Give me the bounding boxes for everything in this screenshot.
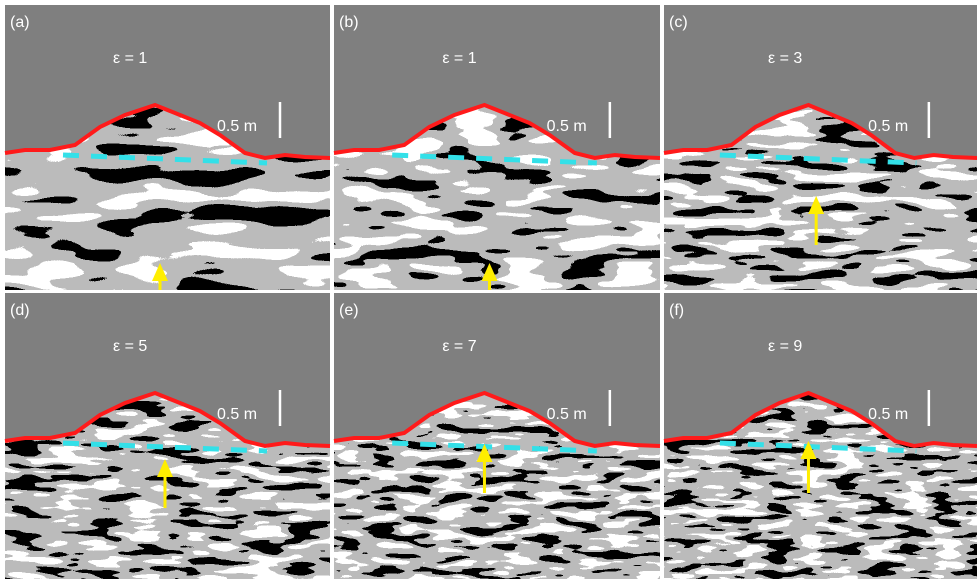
scale-label: 0.5 m [217,406,257,423]
panel: (e) ε = 7 0.5 m [333,293,661,579]
panel: (a) ε = 1 0.5 m [4,5,331,290]
surface-line [663,390,977,449]
epsilon-label: ε = 9 [768,338,802,355]
epsilon-label: ε = 7 [442,338,476,355]
arrow-head [157,459,173,477]
epsilon-label: ε = 1 [113,50,147,67]
panel: (c) ε = 3 0.5 m [663,5,977,290]
panel: (f) ε = 9 0.5 m [663,293,977,579]
surface-line [333,390,661,449]
interface-line [719,152,917,166]
surface-line [663,102,977,161]
panel-label: (a) [10,14,30,31]
interface-line [62,440,268,454]
panel-label: (f) [669,302,684,319]
surface-line [333,102,661,161]
panel-label: (c) [669,14,688,31]
scale-label: 0.5 m [868,118,908,135]
arrow-head [808,196,825,214]
interface-line [719,440,917,454]
panel: (d) ε = 5 0.5 m [4,293,331,579]
interface-line [392,440,597,454]
surface-line [4,390,331,449]
arrow-head [476,444,493,462]
arrow-head [800,441,817,459]
panel: (b) ε = 1 0.5 m [333,5,661,290]
scale-label: 0.5 m [547,406,587,423]
panel-label: (e) [339,302,359,319]
epsilon-label: ε = 1 [442,50,476,67]
interface-line [392,152,597,166]
arrow-head [152,263,168,281]
scale-label: 0.5 m [547,118,587,135]
scale-label: 0.5 m [868,406,908,423]
scale-label: 0.5 m [217,118,257,135]
epsilon-label: ε = 3 [768,50,802,67]
epsilon-label: ε = 5 [113,338,147,355]
panel-label: (b) [339,14,359,31]
interface-line [62,152,268,166]
surface-line [4,102,331,161]
arrow-head [481,263,498,281]
panel-label: (d) [10,302,30,319]
